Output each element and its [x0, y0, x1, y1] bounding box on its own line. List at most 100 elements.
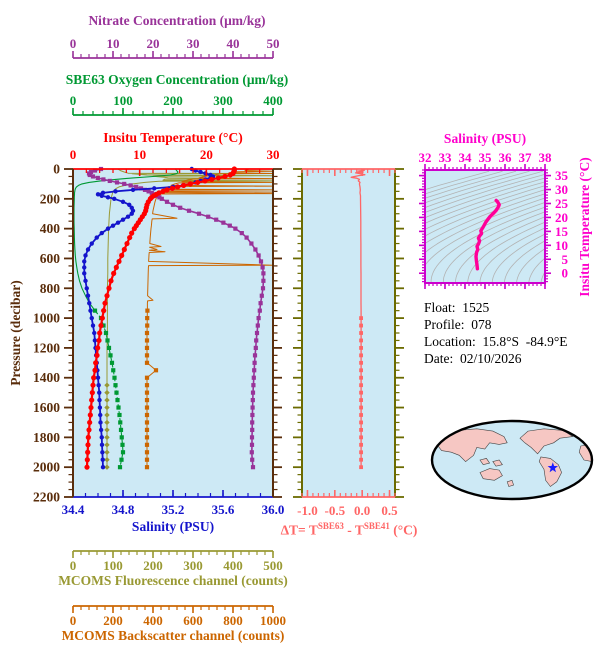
tick-label: 0 [70, 147, 77, 162]
tick-label: -1.0 [297, 503, 318, 518]
delta-t-plot: -1.0 -0.5 0.0 0.5 [293, 168, 404, 518]
tick-label: 800 [223, 613, 243, 628]
tick-label: 0 [70, 93, 77, 108]
tick-label: 200 [143, 558, 163, 573]
tick-label: 20 [200, 147, 213, 162]
tick-label: 300 [183, 558, 203, 573]
tick-label: 20 [147, 36, 160, 51]
backscatter-axis-title: MCOMS Backscatter channel (counts) [61, 628, 285, 643]
tick-label: 40 [227, 36, 240, 51]
fluorescence-axis: 0 100 200 300 400 500 [70, 550, 283, 573]
tick-label: 400 [223, 558, 243, 573]
tick-label: 34.4 [62, 502, 85, 517]
tick-label: 30 [267, 147, 280, 162]
profile-line: Profile: 078 [424, 316, 568, 333]
tick-label: 50 [267, 36, 280, 51]
fluorescence-series [104, 168, 274, 470]
pressure-axis: 0 200 400 600 800 1000 1200 1400 1600 1800 2000 220… [33, 162, 282, 505]
ts-salinity-title: Salinity (PSU) [443, 131, 527, 146]
tick-label: 0 [70, 613, 77, 628]
tick-label: 35.6 [212, 502, 235, 517]
dt-title-sup1: SBE63 [317, 521, 344, 531]
tick-label: 35 [479, 150, 493, 165]
tick-label: 34.8 [112, 502, 135, 517]
pressure-axis-title: Pressure (decibar) [8, 280, 23, 386]
tick-label: 800 [40, 281, 61, 296]
tick-label: 30 [187, 36, 200, 51]
float-line: Float: 1525 [424, 299, 568, 316]
backscatter-axis: 0 200 400 600 800 1000 [70, 605, 286, 628]
delta-t-plot-area [302, 169, 395, 497]
tick-label: 600 [183, 613, 203, 628]
tick-label: -0.5 [325, 503, 346, 518]
dt-title-p3: (°C) [389, 522, 418, 538]
salinity-axis-title: Salinity (PSU) [131, 519, 215, 534]
float-value: 1525 [462, 300, 490, 315]
tick-label: 25 [555, 196, 569, 211]
tick-label: 0.0 [354, 503, 370, 518]
tick-label: 10 [107, 36, 120, 51]
tick-label: 34 [459, 150, 473, 165]
delta-t-axis-title: ΔT= TSBE63 - TSBE41 (°C) [281, 521, 418, 539]
nitrate-axis: 0 10 20 30 40 50 [70, 36, 280, 59]
world-map [430, 419, 594, 501]
tick-label: 1400 [33, 370, 60, 385]
isopycnal-contours [425, 170, 545, 283]
tick-label: 100 [103, 558, 123, 573]
tick-label: 1600 [33, 400, 60, 415]
nitrate-axis-title: Nitrate Concentration (μm/kg) [88, 13, 266, 28]
dt-title-p1: ΔT= T [280, 522, 318, 538]
tick-label: 300 [213, 93, 233, 108]
tick-label: 1000 [260, 613, 286, 628]
nitrate-series [86, 166, 266, 470]
tick-label: 1000 [33, 311, 60, 326]
temperature-series [84, 166, 237, 470]
ts-temperature-title: Insitu Temperature (°C) [577, 157, 592, 297]
tick-label: 10 [133, 147, 146, 162]
tick-label: 33 [439, 150, 453, 165]
tick-label: 200 [163, 93, 183, 108]
tick-label: 200 [103, 613, 123, 628]
location-value: 15.8°S -84.9°E [482, 334, 568, 349]
tick-label: 0 [53, 162, 60, 177]
tick-label: 2000 [33, 460, 60, 475]
tick-label: 35 [555, 168, 569, 183]
tick-label: 500 [263, 558, 283, 573]
delta-temperature-series [350, 168, 366, 470]
oxygen-axis: 0 100 200 300 400 [70, 93, 283, 116]
profile-value: 078 [471, 317, 492, 332]
salinity-axis: 34.4 34.8 35.2 35.6 36.0 [62, 490, 284, 517]
tick-label: 36 [499, 150, 513, 165]
float-location-star [547, 462, 558, 473]
tick-label: 1200 [33, 340, 60, 355]
tick-label: 32 [419, 150, 432, 165]
fluorescence-axis-title: MCOMS Fluorescence channel (counts) [58, 573, 288, 588]
tick-label: 600 [40, 251, 61, 266]
oxygen-axis-title: SBE63 Oxygen Concentration (μm/kg) [65, 72, 289, 87]
date-label: Date: [424, 351, 454, 366]
tick-label: 400 [263, 93, 283, 108]
date-line: Date: 02/10/2026 [424, 350, 568, 367]
location-label: Location: [424, 334, 476, 349]
tick-label: 37 [519, 150, 533, 165]
float-info-panel: Float: 1525 Profile: 078 Location: 15.8°S … [424, 299, 568, 367]
tick-label: 200 [40, 191, 61, 206]
tick-label: 5 [562, 252, 569, 267]
tick-label: 2200 [33, 490, 60, 505]
tick-label: 30 [555, 182, 568, 197]
tick-label: 35.2 [162, 502, 185, 517]
tick-label: 20 [555, 210, 568, 225]
tick-label: 1800 [33, 430, 60, 445]
tick-label: 0 [70, 558, 77, 573]
tick-label: 400 [40, 221, 61, 236]
date-value: 02/10/2026 [460, 351, 522, 366]
tick-label: 0.5 [381, 503, 398, 518]
dt-title-sup2: SBE41 [363, 521, 390, 531]
dt-title-p2: - T [343, 522, 364, 538]
tick-label: 10 [555, 238, 568, 253]
float-label: Float: [424, 300, 456, 315]
location-line: Location: 15.8°S -84.9°E [424, 333, 568, 350]
